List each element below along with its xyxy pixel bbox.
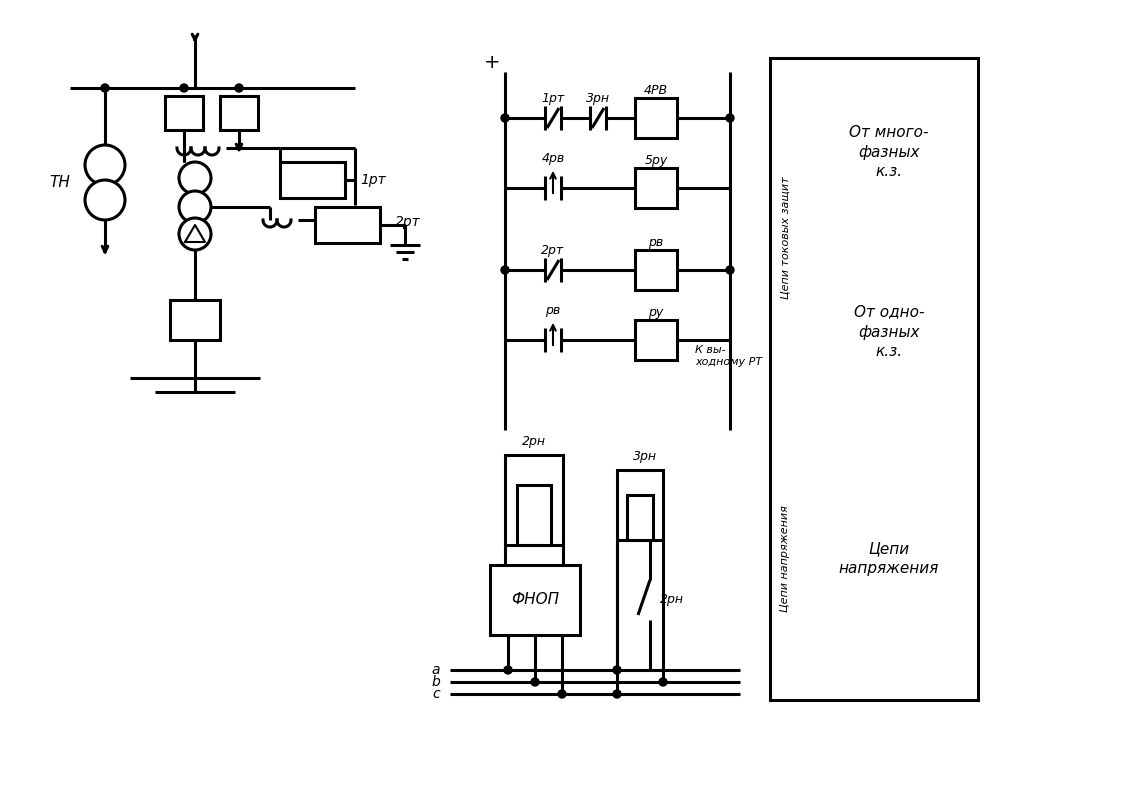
Bar (490, 565, 580, 635)
Text: ру: ру (649, 306, 664, 318)
Circle shape (180, 84, 188, 92)
Circle shape (178, 191, 210, 223)
Text: 1рт: 1рт (360, 173, 386, 187)
Bar (635, 168, 677, 208)
Bar (280, 162, 345, 198)
Circle shape (726, 114, 734, 122)
Text: 3рн: 3рн (586, 92, 610, 105)
Bar (770, 58, 978, 700)
Text: b: b (431, 675, 440, 689)
Text: От много-
фазных
к.з.: От много- фазных к.з. (849, 124, 929, 179)
Bar (635, 98, 677, 138)
Text: 1рт: 1рт (541, 92, 564, 105)
Circle shape (501, 266, 509, 274)
Circle shape (613, 666, 621, 674)
Bar (505, 455, 563, 545)
Circle shape (101, 84, 109, 92)
Bar (220, 96, 259, 130)
Text: 4рв: 4рв (541, 151, 565, 165)
Bar (165, 96, 202, 130)
Text: К вы-
ходному РТ: К вы- ходному РТ (696, 345, 762, 367)
Text: с: с (432, 687, 440, 701)
Text: 4РВ: 4РВ (644, 83, 668, 97)
Text: От одно-
фазных
к.з.: От одно- фазных к.з. (853, 305, 924, 360)
Circle shape (659, 678, 667, 686)
Text: 2рн: 2рн (660, 593, 684, 607)
Circle shape (85, 145, 125, 185)
Circle shape (178, 218, 210, 250)
Circle shape (613, 690, 621, 698)
Text: а: а (431, 663, 440, 677)
Bar (315, 207, 380, 243)
Bar (627, 495, 653, 540)
Bar (635, 320, 677, 360)
Text: Цепи
напряжения: Цепи напряжения (839, 542, 939, 577)
Circle shape (501, 114, 509, 122)
Text: 2рн: 2рн (522, 435, 546, 447)
Circle shape (558, 690, 566, 698)
Text: рв: рв (649, 235, 664, 249)
Circle shape (531, 678, 539, 686)
Circle shape (726, 266, 734, 274)
Bar (170, 300, 220, 340)
Text: 2рт: 2рт (541, 243, 564, 257)
Text: 5ру: 5ру (644, 154, 668, 166)
Bar (617, 470, 664, 540)
Circle shape (178, 162, 210, 194)
Circle shape (505, 666, 513, 674)
Text: 3рн: 3рн (633, 450, 657, 463)
Bar (635, 250, 677, 290)
Text: рв: рв (546, 303, 561, 317)
Text: Цепи токовых защит: Цепи токовых защит (780, 177, 791, 299)
Text: ФНОП: ФНОП (511, 592, 559, 607)
Text: +: + (484, 52, 500, 71)
Circle shape (235, 84, 243, 92)
Bar (517, 485, 551, 545)
Circle shape (85, 180, 125, 220)
Text: Цепи напряжения: Цепи напряжения (780, 505, 791, 612)
Text: ТН: ТН (49, 174, 71, 189)
Text: 2рт: 2рт (395, 215, 421, 229)
